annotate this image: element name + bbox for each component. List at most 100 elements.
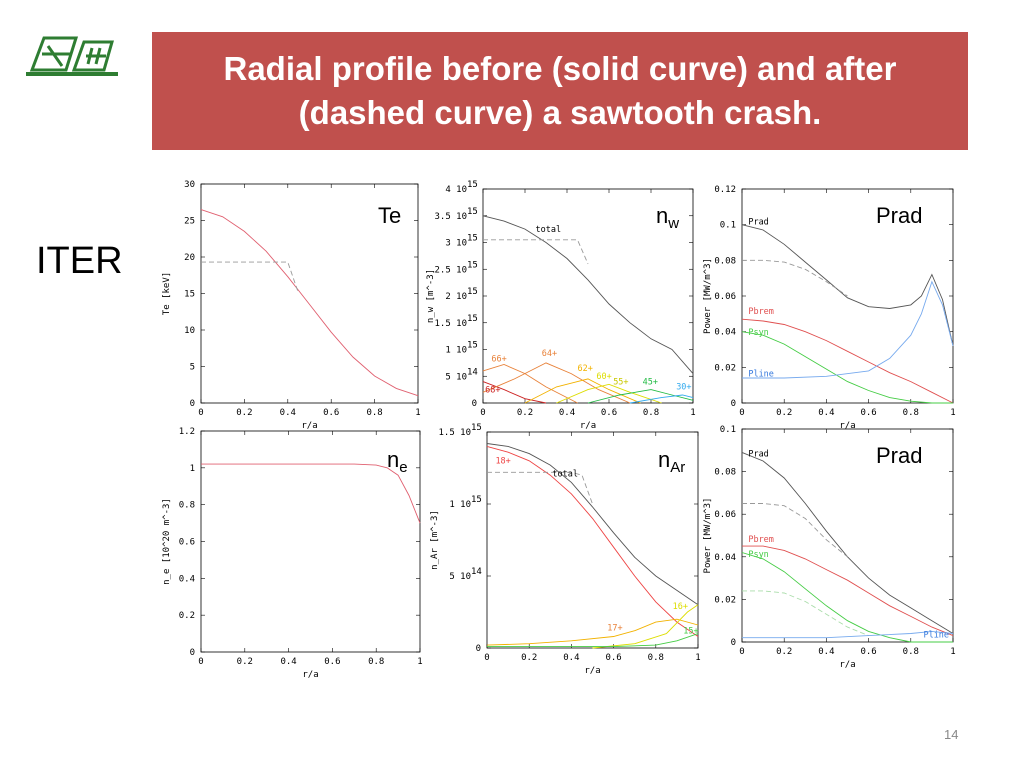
series-line-0: [200, 209, 419, 397]
x-tick-label: 0.4: [559, 408, 575, 418]
x-tick-label: 1: [950, 408, 955, 418]
y-tick-label: 0.02: [714, 595, 736, 605]
chart-nar: 0 0.2 0.4 0.6 0.8 105 10 141 10 151.5 10 15r/an_…: [430, 423, 701, 676]
series-line-1: [742, 259, 848, 297]
series-line-2: [741, 318, 954, 404]
series-annotation: 60+: [596, 372, 611, 382]
y-tick-label: 30: [184, 180, 195, 190]
series-line-5: [742, 630, 954, 639]
series-annotation: Prad: [748, 218, 768, 228]
x-tick-label: 0.4: [280, 657, 296, 667]
y-tick-exponent: 15: [467, 314, 478, 324]
series-annotation: Pbrem: [748, 307, 774, 317]
x-tick-label: 0.2: [521, 653, 537, 663]
x-axis-label: r/a: [839, 421, 855, 431]
x-axis-label: r/a: [302, 670, 318, 680]
y-tick-label: 1 10: [449, 500, 471, 510]
y-tick-label: 5: [190, 363, 195, 373]
y-tick-label: 25: [184, 217, 195, 227]
x-axis-label: r/a: [580, 421, 596, 431]
y-tick-label: 5 10: [445, 372, 467, 382]
y-tick-label: 0.04: [714, 553, 736, 563]
panel-label: Prad: [876, 203, 922, 228]
x-tick-label: 0.2: [776, 647, 792, 657]
series-line-4: [592, 604, 699, 649]
x-tick-label: 0: [739, 408, 744, 418]
x-tick-label: 1: [695, 653, 700, 663]
series-annotation: 55+: [613, 377, 628, 387]
chart-prad2: 0 0.2 0.4 0.6 0.8 1 0 0.02 0.04 0.06 0.08 0.1 r/a Pow…: [703, 425, 956, 670]
series-line-3: [741, 331, 953, 404]
y-tick-exponent: 14: [471, 567, 482, 577]
series-line-4: [742, 590, 869, 637]
y-tick-exponent: 15: [467, 207, 478, 217]
y-tick-label: 10: [184, 326, 195, 336]
y-tick-label: 1.5 10: [438, 428, 471, 438]
y-tick-label: 1.2: [179, 427, 195, 437]
series-line-0: [486, 443, 699, 606]
panel-label: Prad: [876, 443, 922, 468]
y-tick-label: 15: [184, 290, 195, 300]
panel-label-subscript: e: [399, 459, 407, 476]
chart-prad1: 0 0.2 0.4 0.6 0.8 1 0 0.02 0.04 0.06 0.08 0.1 0.12 r/…: [703, 185, 956, 431]
x-tick-label: 1: [950, 647, 955, 657]
y-tick-label: 4 10: [445, 185, 467, 195]
y-tick-label: 1.5 10: [434, 319, 467, 329]
y-tick-label: 0.04: [714, 328, 736, 338]
x-tick-label: 0: [198, 408, 203, 418]
y-tick-label: 0: [731, 638, 736, 648]
series-annotation: 17+: [607, 624, 622, 634]
series-annotation: 45+: [643, 377, 658, 387]
x-tick-label: 0.4: [818, 647, 834, 657]
x-tick-label: 0.6: [601, 408, 617, 418]
y-axis-label: Power [MW/m^3]: [703, 498, 713, 574]
x-tick-label: 0.6: [860, 647, 876, 657]
series-annotation: Pline: [923, 631, 949, 641]
series-line-8: [629, 394, 694, 404]
series-line-0: [741, 224, 954, 346]
title-banner: Radial profile before (solid curve) and …: [152, 32, 968, 150]
y-tick-label: 0.4: [179, 574, 195, 584]
series-line-4: [742, 280, 954, 379]
y-tick-label: 0: [731, 399, 736, 409]
y-tick-label: 0.08: [714, 256, 736, 266]
series-annotation: 64+: [542, 349, 557, 359]
series-annotation: Psyn: [748, 328, 768, 338]
y-tick-label: 5 10: [449, 572, 471, 582]
x-tick-label: 0: [484, 653, 489, 663]
x-tick-label: 0.4: [563, 653, 579, 663]
series-line-2: [742, 545, 954, 637]
y-tick-exponent: 15: [467, 180, 478, 190]
panel-label: nAr: [658, 447, 685, 476]
y-tick-label: 0.6: [179, 538, 195, 548]
y-tick-label: 0.2: [179, 611, 195, 621]
x-tick-label: 1: [415, 408, 420, 418]
y-tick-label: 0: [476, 644, 481, 654]
series-line-6: [556, 383, 662, 404]
x-tick-label: 0.2: [237, 657, 253, 667]
x-tick-label: 0.6: [324, 657, 340, 667]
panel-label-main: Prad: [876, 443, 922, 468]
panel-label: nw: [656, 203, 679, 232]
series-annotation: total: [552, 470, 578, 480]
y-tick-label: 0.12: [714, 185, 736, 195]
panel-label-main: Te: [378, 203, 401, 228]
series-annotation: Prad: [748, 450, 768, 460]
y-tick-label: 1 10: [445, 346, 467, 356]
series-line-2: [482, 381, 547, 404]
y-tick-label: 3.5 10: [434, 212, 467, 222]
series-annotation: Pline: [748, 369, 774, 379]
x-tick-label: 0.6: [860, 408, 876, 418]
y-tick-label: 0.02: [714, 363, 736, 373]
series-annotation: 66+: [491, 354, 506, 364]
x-tick-label: 0.4: [280, 408, 296, 418]
slide-title: Radial profile before (solid curve) and …: [223, 50, 897, 131]
series-annotation: Psyn: [748, 550, 768, 560]
y-tick-label: 0.06: [714, 292, 736, 302]
panel-label-subscript: w: [667, 215, 679, 232]
series-annotation: 30+: [676, 383, 691, 393]
x-tick-label: 0: [480, 408, 485, 418]
panel-label-subscript: Ar: [670, 459, 685, 476]
panel-label-main: n: [387, 447, 399, 472]
